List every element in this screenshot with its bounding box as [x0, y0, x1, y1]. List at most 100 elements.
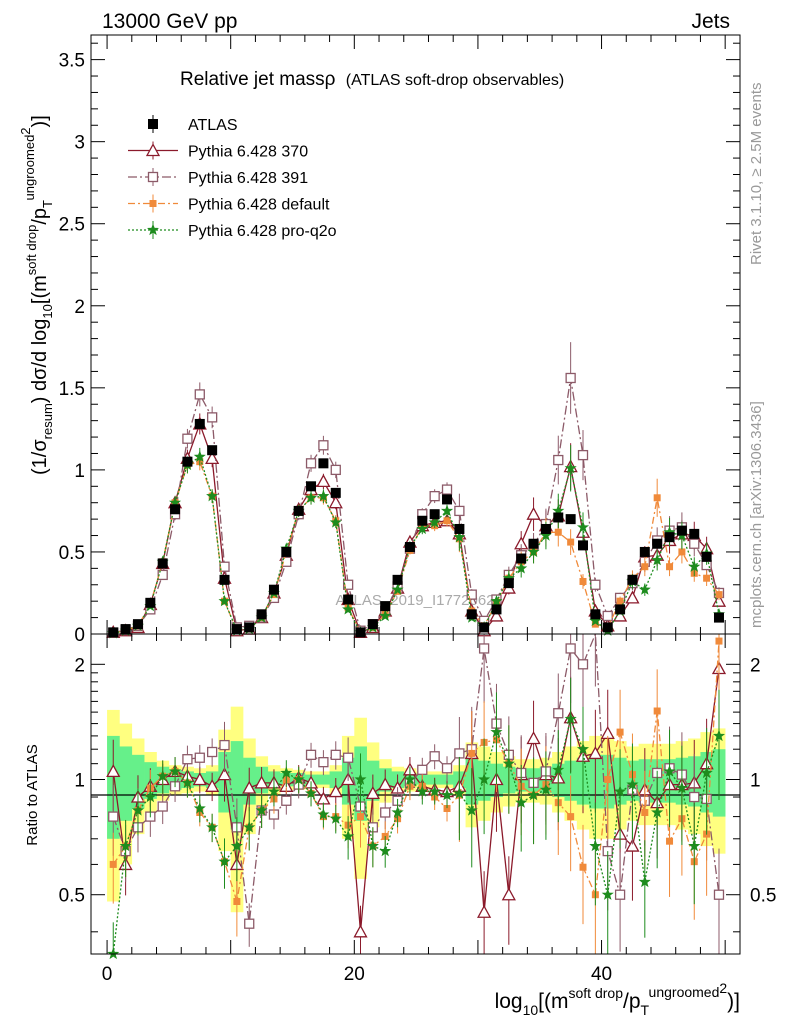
x-tick-label: 40 — [591, 964, 612, 985]
atlas-point — [182, 456, 193, 467]
atlas-point — [639, 546, 650, 557]
pythia-391-point — [330, 464, 341, 476]
pythia-proq2o-ratio-point — [107, 947, 120, 960]
pythia-proq2o-ratio-point — [193, 802, 206, 814]
atlas-point — [417, 515, 428, 526]
atlas-point — [590, 609, 601, 620]
pythia-default-ratio-point — [715, 637, 723, 645]
pythia-proq2o-ratio-point — [391, 806, 404, 818]
ratio-band-inner — [230, 741, 244, 830]
pythia-default-ratio-point — [604, 776, 612, 784]
pythia-proq2o-ratio-point — [515, 796, 528, 808]
pythia-391-ratio-point — [713, 889, 725, 900]
atlas-point — [676, 525, 687, 536]
atlas-point — [479, 622, 490, 633]
pythia-391-ratio-point — [244, 918, 255, 929]
pythia-default-point — [641, 563, 649, 571]
legend-marker-pythia-default — [149, 200, 157, 207]
main-y-tick-label: 3.5 — [59, 51, 85, 72]
pythia-proq2o-ratio-point — [131, 804, 145, 816]
mcplots-label: mcplots.cern.ch [arXiv:1306.3436] — [748, 401, 765, 628]
pythia-370-ratio-point — [192, 772, 207, 786]
pythia-proq2o-ratio-point — [688, 839, 701, 852]
atlas-point — [713, 612, 724, 623]
pythia-proq2o-ratio-point — [490, 725, 503, 738]
main-y-tick-label: 0 — [74, 625, 85, 646]
pythia-proq2o-point — [416, 522, 429, 535]
pythia-proq2o-point — [317, 489, 330, 502]
pythia-391-ratio-point — [342, 752, 354, 763]
x-axis-label: log10[(msoft drop/pTungroomed2)] — [495, 980, 740, 1018]
atlas-point — [380, 601, 391, 612]
pythia-proq2o-point — [440, 504, 454, 517]
pythia-370-point — [526, 506, 541, 520]
pythia-proq2o-point — [206, 489, 219, 502]
pythia-391-point — [689, 538, 700, 549]
pythia-proq2o-ratio-point — [576, 742, 590, 755]
pythia-370-ratio-point — [106, 764, 121, 778]
pythia-370-ratio-point — [625, 838, 640, 852]
pythia-default-ratio-point — [641, 808, 649, 816]
legend-label-pythia-proq2o: Pythia 6.428 pro-q2o — [188, 223, 337, 240]
pythia-default-point — [554, 528, 562, 536]
pythia-proq2o-ratio-point — [144, 790, 157, 803]
main-y-tick-label: 1 — [74, 461, 85, 482]
pythia-391-ratio-point — [318, 757, 329, 768]
atlas-point — [306, 481, 317, 492]
pythia-391-ratio-point — [689, 791, 700, 803]
legend-marker-atlas — [148, 119, 158, 129]
pythia-391-ratio-point — [454, 748, 465, 759]
pythia-391-ratio-series — [108, 633, 725, 954]
pythia-default-ratio-point — [468, 749, 476, 757]
pythia-proq2o-ratio-point — [354, 773, 367, 785]
pythia-proq2o-ratio-point — [527, 788, 540, 801]
pythia-proq2o-point — [490, 594, 503, 607]
pythia-391-ratio-point — [553, 708, 564, 719]
pythia-default-point — [579, 577, 587, 585]
ratio-y-tick-label-right: 2 — [750, 655, 761, 676]
pythia-391-point — [305, 458, 317, 469]
pythia-391-ratio-point — [565, 643, 576, 654]
pythia-proq2o-ratio-point — [440, 788, 454, 801]
pythia-391-point — [602, 610, 613, 622]
pythia-proq2o-ratio-point — [663, 765, 676, 777]
rivet-label: Rivet 3.1.10, ≥ 2.5M events — [748, 83, 765, 266]
pythia-370-point — [489, 608, 504, 622]
pythia-proq2o-ratio-point — [329, 812, 342, 824]
pythia-proq2o-ratio-point — [366, 839, 379, 852]
pythia-391-ratio-point — [182, 754, 193, 765]
pythia-370-ratio-point — [205, 778, 220, 792]
pythia-default-point — [715, 591, 723, 599]
atlas-point — [157, 558, 168, 569]
pythia-391-point — [182, 433, 193, 444]
pythia-proq2o-ratio-point — [292, 773, 305, 785]
pythia-391-point — [342, 579, 354, 590]
pythia-proq2o-ratio-point — [626, 778, 639, 790]
pythia-proq2o-ratio-point — [502, 757, 515, 769]
pythia-370-point — [625, 590, 640, 604]
legend-label-pythia-391: Pythia 6.428 391 — [188, 170, 308, 187]
pythia-370-ratio-point — [328, 784, 343, 798]
legend-marker-pythia-proq2o — [146, 223, 160, 236]
atlas-point — [145, 597, 156, 608]
atlas-point — [540, 523, 551, 534]
beam-label: 13000 GeV pp — [102, 10, 237, 33]
pythia-370-ratio-point — [378, 777, 393, 791]
atlas-series — [108, 418, 724, 638]
pythia-default-ratio-point — [109, 860, 117, 868]
pythia-proq2o-point — [391, 583, 404, 595]
pythia-proq2o-point — [527, 545, 540, 558]
pythia-391-ratio-point — [206, 746, 218, 758]
pythia-370-point — [328, 495, 343, 509]
pythia-391-ratio-point — [417, 764, 428, 775]
atlas-point — [627, 574, 638, 585]
plot-title-main: Relative jet massρ — [180, 69, 336, 90]
pythia-proq2o-ratio-point — [478, 773, 491, 785]
ratio-panel: 0.5 0.5 1 1 2 2 0 20 40 Ratio to ATLAS log10[(m… — [24, 633, 776, 1018]
ratio-x-ticks: 0 20 40 — [102, 634, 726, 985]
pythia-370-ratio-point — [526, 731, 541, 745]
pythia-proq2o-ratio-point — [539, 783, 552, 795]
pythia-391-point — [157, 569, 168, 581]
pythia-proq2o-ratio-point — [168, 765, 182, 777]
atlas-point — [652, 538, 663, 549]
